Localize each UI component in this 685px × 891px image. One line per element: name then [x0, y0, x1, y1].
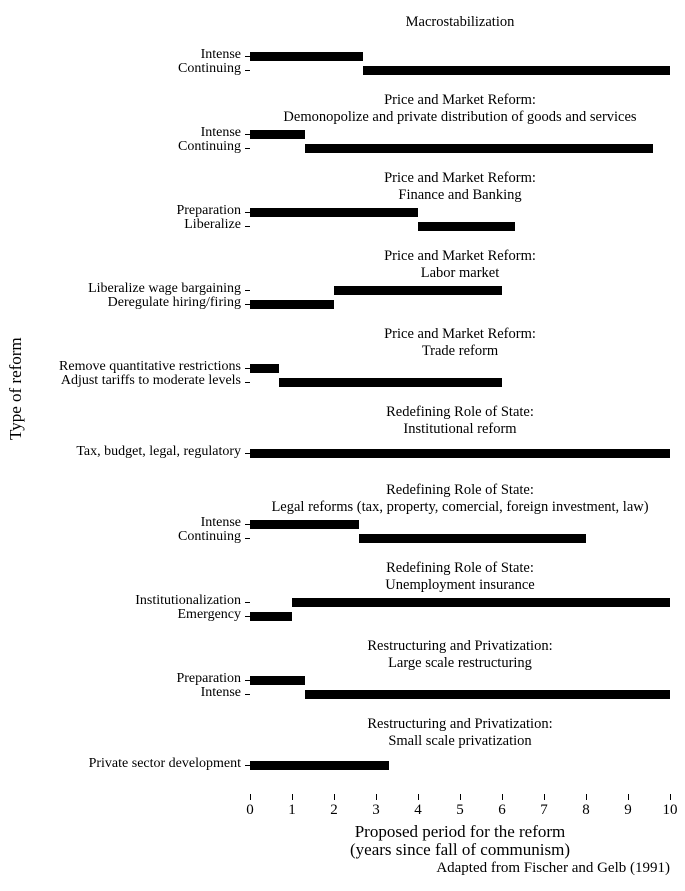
x-tick-label: 10 [660, 802, 680, 819]
y-tick [245, 290, 250, 291]
timeline-bar [305, 690, 670, 699]
x-tick-label: 4 [408, 802, 428, 819]
row-label: Deregulate hiring/firing [108, 296, 241, 311]
timeline-bar [305, 144, 654, 153]
row-label: Continuing [178, 530, 241, 545]
x-tick-label: 3 [366, 802, 386, 819]
credit-line: Adapted from Fischer and Gelb (1991) [436, 860, 670, 877]
row-label: Adjust tariffs to moderate levels [61, 374, 241, 389]
row-label: Continuing [178, 140, 241, 155]
panel-title: Redefining Role of State:Unemployment in… [250, 560, 670, 593]
timeline-bar [250, 612, 292, 621]
x-axis-title-l2: (years since fall of communism) [250, 840, 670, 860]
y-tick [245, 694, 250, 695]
y-tick [245, 602, 250, 603]
timeline-bar [250, 208, 418, 217]
timeline-bar [359, 534, 586, 543]
x-tick [250, 794, 251, 800]
panel-title: Macrostabilization [250, 14, 670, 31]
x-axis-title-l1: Proposed period for the reform [250, 822, 670, 842]
x-tick-label: 6 [492, 802, 512, 819]
row-label: Intense [201, 686, 241, 701]
reform-timeline-figure: Type of reform Macrostabilization Intense… [0, 0, 685, 891]
panel-title: Restructuring and Privatization:Large sc… [250, 638, 670, 671]
panel-title: Redefining Role of State:Legal reforms (… [250, 482, 670, 515]
timeline-bar [250, 520, 359, 529]
panel-title: Price and Market Reform:Trade reform [250, 326, 670, 359]
timeline-bar [250, 761, 389, 770]
timeline-bar [250, 449, 670, 458]
timeline-bar [250, 52, 363, 61]
x-tick [292, 794, 293, 800]
x-tick [586, 794, 587, 800]
timeline-bar [292, 598, 670, 607]
timeline-bar [363, 66, 670, 75]
timeline-bar [334, 286, 502, 295]
x-tick [628, 794, 629, 800]
row-label: Private sector development [89, 757, 241, 772]
x-tick-label: 9 [618, 802, 638, 819]
y-tick [245, 538, 250, 539]
panel-title: Price and Market Reform:Labor market [250, 248, 670, 281]
x-tick [502, 794, 503, 800]
plot-area [250, 12, 670, 792]
timeline-bar [250, 676, 305, 685]
x-tick [418, 794, 419, 800]
timeline-bar [250, 364, 279, 373]
panel-title: Price and Market Reform:Finance and Bank… [250, 170, 670, 203]
x-tick-label: 1 [282, 802, 302, 819]
y-tick [245, 70, 250, 71]
y-tick [245, 148, 250, 149]
x-tick [544, 794, 545, 800]
row-label: Tax, budget, legal, regulatory [76, 445, 241, 460]
x-tick-label: 7 [534, 802, 554, 819]
x-tick [670, 794, 671, 800]
x-tick-label: 0 [240, 802, 260, 819]
x-tick-label: 8 [576, 802, 596, 819]
panel-title: Redefining Role of State:Institutional r… [250, 404, 670, 437]
y-tick [245, 226, 250, 227]
timeline-bar [418, 222, 515, 231]
timeline-bar [250, 300, 334, 309]
x-tick-label: 2 [324, 802, 344, 819]
timeline-bar [279, 378, 502, 387]
x-tick [460, 794, 461, 800]
x-tick [334, 794, 335, 800]
row-label: Continuing [178, 62, 241, 77]
row-label: Emergency [178, 608, 242, 623]
panel-title: Price and Market Reform:Demonopolize and… [250, 92, 670, 125]
y-axis-title: Type of reform [6, 337, 26, 440]
x-tick-label: 5 [450, 802, 470, 819]
y-tick [245, 382, 250, 383]
row-label: Liberalize [184, 218, 241, 233]
panel-title: Restructuring and Privatization:Small sc… [250, 716, 670, 749]
x-tick [376, 794, 377, 800]
timeline-bar [250, 130, 305, 139]
